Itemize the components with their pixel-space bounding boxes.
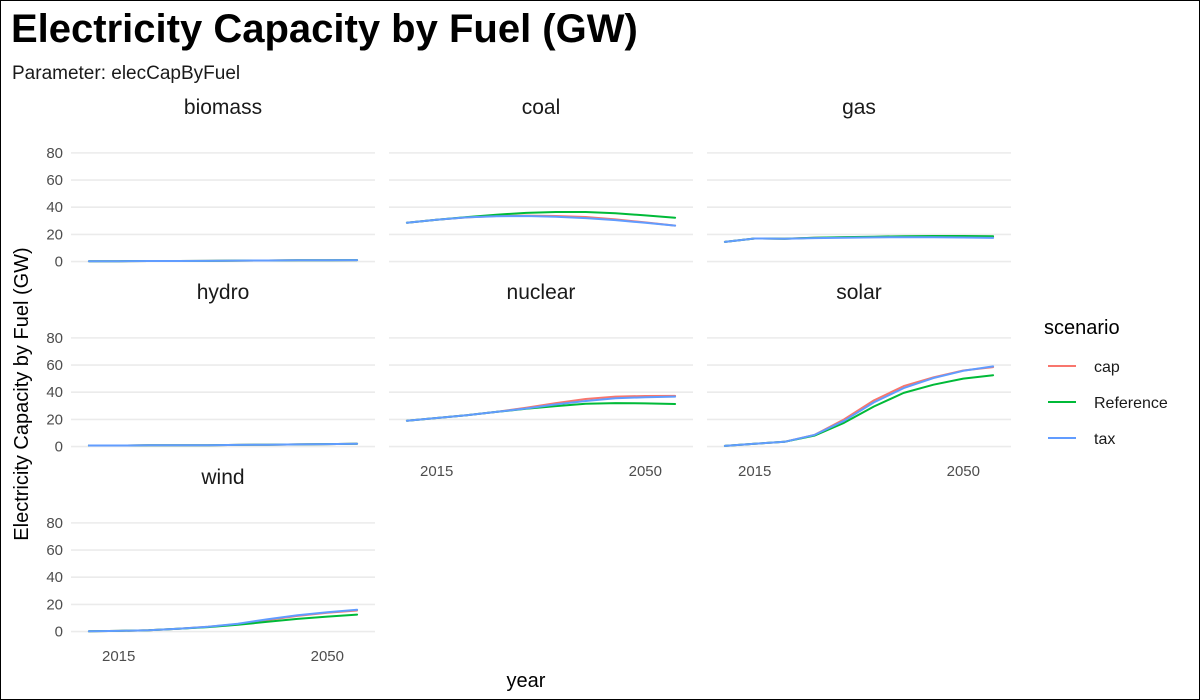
x-tick-label: 2015 [102, 648, 135, 665]
facet-panels: biomass 0 20 40 60 80 coal gas hydro 0 20 40 60 80 nuc… [46, 96, 1011, 665]
legend-item-tax: tax [1048, 431, 1115, 448]
y-tick-label: 40 [46, 199, 63, 216]
legend-title: scenario [1044, 317, 1120, 339]
y-tick-label: 0 [55, 254, 63, 271]
y-tick-label: 40 [46, 569, 63, 586]
legend: scenario cap Reference tax [1044, 317, 1168, 448]
facet-label-wind: wind [200, 466, 244, 489]
series-line-tax [723, 236, 995, 243]
facet-label-coal: coal [522, 96, 561, 119]
y-tick-label: 60 [46, 172, 63, 189]
facet-label-nuclear: nuclear [507, 281, 576, 304]
facet-coal: coal [389, 96, 693, 263]
facet-biomass: biomass 0 20 40 60 80 [46, 96, 375, 271]
grid-lines [707, 152, 1011, 263]
facet-hydro: hydro 0 20 40 60 80 [46, 281, 375, 456]
series-line-tax [87, 608, 359, 633]
y-tick-label: 40 [46, 384, 63, 401]
grid-lines [707, 337, 1011, 448]
legend-label: Reference [1094, 395, 1168, 412]
y-axis-title: Electricity Capacity by Fuel (GW) [11, 247, 33, 540]
facet-label-solar: solar [836, 281, 882, 304]
facet-label-gas: gas [842, 96, 876, 119]
chart-title: Electricity Capacity by Fuel (GW) [11, 7, 638, 51]
series-line-tax [405, 215, 677, 227]
facet-label-hydro: hydro [197, 281, 250, 304]
chart-subtitle: Parameter: elecCapByFuel [12, 63, 240, 84]
facet-label-biomass: biomass [184, 96, 262, 119]
series-line-tax [87, 259, 359, 263]
y-tick-label: 80 [46, 515, 63, 532]
series-line-tax [405, 395, 677, 422]
legend-item-reference: Reference [1048, 395, 1168, 412]
y-tick-label: 80 [46, 145, 63, 162]
y-tick-label: 60 [46, 542, 63, 559]
facet-wind: wind 0 20 40 60 80 2015 2050 [46, 466, 375, 665]
grid-lines [389, 337, 693, 448]
legend-label: cap [1094, 359, 1120, 376]
grid-lines [71, 337, 375, 448]
y-tick-label: 60 [46, 357, 63, 374]
y-tick-label: 20 [46, 226, 63, 243]
x-axis-title: year [507, 670, 546, 692]
series-line-cap [723, 366, 995, 447]
grid-lines [71, 152, 375, 263]
facet-solar: solar 2015 2050 [707, 281, 1011, 480]
x-tick-label: 2050 [629, 463, 662, 480]
legend-label: tax [1094, 431, 1115, 448]
grid-lines [389, 152, 693, 263]
legend-item-cap: cap [1048, 359, 1120, 376]
x-tick-label: 2050 [311, 648, 344, 665]
x-tick-label: 2015 [738, 463, 771, 480]
y-tick-label: 20 [46, 596, 63, 613]
facet-gas: gas [707, 96, 1011, 263]
y-tick-label: 20 [46, 411, 63, 428]
y-tick-label: 0 [55, 439, 63, 456]
series-line-reference [87, 613, 359, 633]
x-tick-label: 2050 [947, 463, 980, 480]
y-tick-label: 80 [46, 330, 63, 347]
grid-lines [71, 522, 375, 633]
y-tick-label: 0 [55, 624, 63, 641]
series-line-tax [723, 365, 995, 447]
x-tick-label: 2015 [420, 463, 453, 480]
series-line-tax [87, 442, 359, 447]
facet-nuclear: nuclear 2015 2050 [389, 281, 693, 480]
